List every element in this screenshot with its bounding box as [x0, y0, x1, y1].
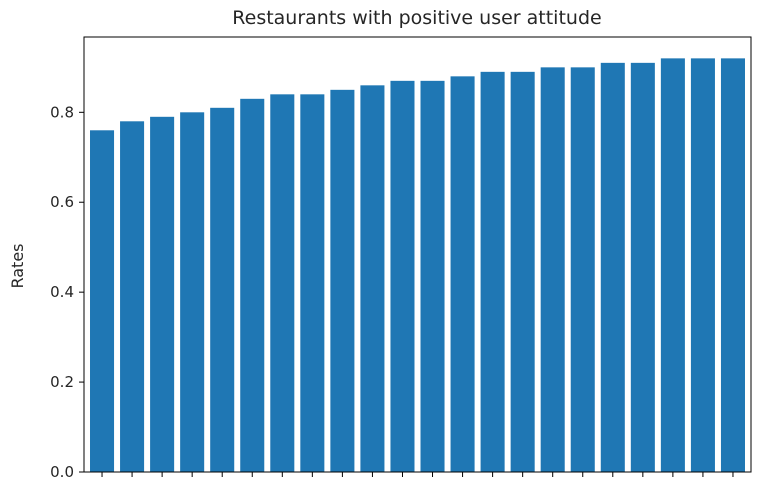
bar-21	[690, 58, 715, 473]
bar-7	[270, 94, 295, 472]
bars-group	[90, 58, 745, 473]
y-tick-label-0.0: 0.0	[50, 463, 74, 481]
bar-2	[120, 121, 145, 473]
chart-title: Restaurants with positive user attitude	[232, 7, 601, 29]
bar-5	[210, 107, 235, 472]
y-tick-label-0.2: 0.2	[50, 373, 74, 391]
y-tick-label-0.4: 0.4	[50, 283, 74, 301]
bar-20	[660, 58, 685, 473]
bar-17	[570, 67, 595, 472]
bar-16	[540, 67, 565, 472]
bar-18	[600, 62, 625, 472]
plot-frame	[83, 36, 752, 473]
x-axis-ticks	[101, 472, 734, 477]
y-tick-label-0.6: 0.6	[50, 193, 74, 211]
bar-14	[480, 71, 505, 472]
bar-8	[300, 94, 325, 472]
bar-3	[150, 116, 175, 472]
y-tick-label-0.8: 0.8	[50, 103, 74, 121]
bar-6	[240, 98, 265, 472]
y-axis-label: Rates	[8, 243, 27, 288]
y-axis-ticks: 0.0 0.2 0.4 0.6 0.8	[50, 103, 84, 481]
bar-15	[510, 71, 535, 472]
bar-11	[390, 80, 415, 472]
bar-22	[720, 58, 745, 473]
bar-12	[420, 80, 445, 472]
bar-10	[360, 85, 385, 472]
bar-19	[630, 62, 655, 472]
bar-1	[90, 130, 115, 473]
bar-13	[450, 76, 475, 472]
bar-4	[180, 112, 205, 472]
bar-9	[330, 89, 355, 472]
